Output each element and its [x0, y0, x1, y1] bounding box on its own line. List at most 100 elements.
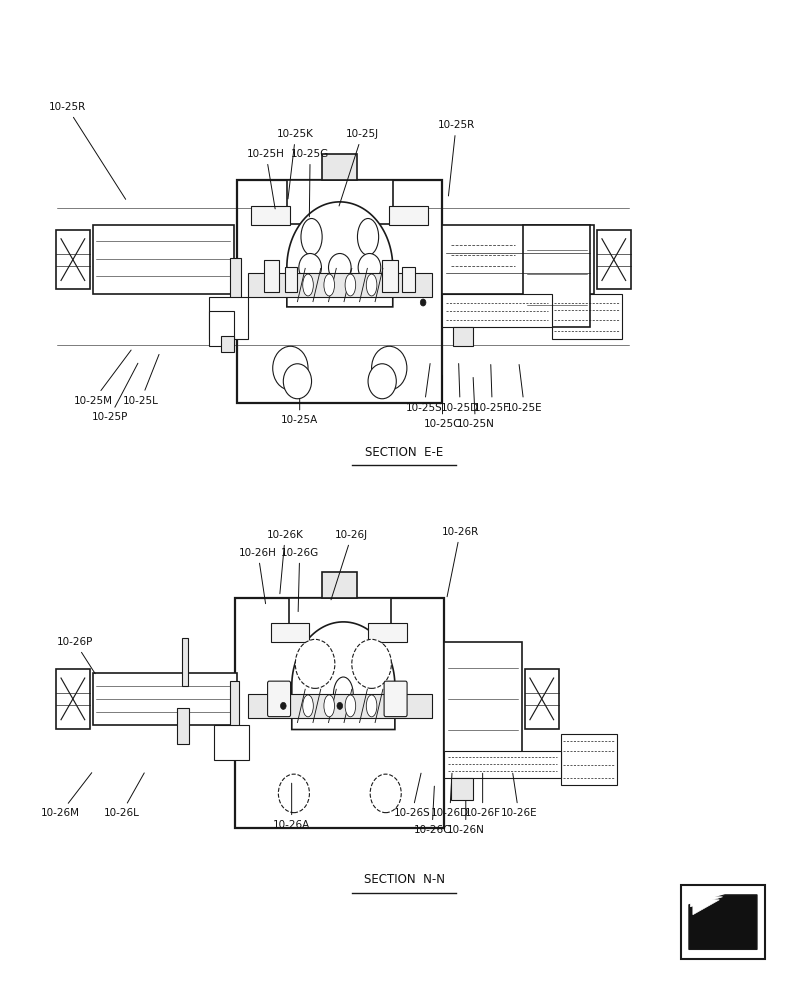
- Circle shape: [299, 253, 322, 282]
- Bar: [56, 230, 90, 289]
- Bar: [389, 206, 428, 225]
- Bar: [214, 725, 250, 760]
- Text: 10-26P: 10-26P: [57, 637, 95, 674]
- Bar: [248, 273, 431, 297]
- Circle shape: [351, 639, 391, 688]
- Text: 10-26M: 10-26M: [41, 773, 92, 818]
- Text: 10-25E: 10-25E: [506, 365, 543, 413]
- Bar: [287, 180, 393, 224]
- Ellipse shape: [366, 695, 377, 717]
- Text: 10-25R: 10-25R: [438, 120, 475, 196]
- Bar: [452, 327, 473, 346]
- Text: 10-26E: 10-26E: [500, 773, 537, 818]
- Text: 10-26G: 10-26G: [280, 548, 319, 612]
- Bar: [525, 669, 558, 729]
- Circle shape: [372, 346, 407, 390]
- Circle shape: [370, 774, 402, 813]
- Ellipse shape: [324, 695, 335, 717]
- Text: 10-26F: 10-26F: [465, 773, 501, 818]
- Text: 10-25S: 10-25S: [406, 364, 443, 413]
- Bar: [597, 230, 631, 289]
- Bar: [93, 673, 238, 725]
- Text: 10-26A: 10-26A: [273, 783, 310, 830]
- Polygon shape: [689, 895, 757, 949]
- Text: 10-26K: 10-26K: [267, 530, 304, 594]
- Bar: [230, 681, 239, 734]
- Ellipse shape: [357, 218, 379, 255]
- Ellipse shape: [366, 274, 377, 296]
- Text: 10-26C: 10-26C: [414, 786, 451, 835]
- Polygon shape: [693, 900, 719, 915]
- Circle shape: [273, 346, 308, 390]
- Text: 10-25P: 10-25P: [91, 363, 138, 422]
- Ellipse shape: [301, 218, 322, 255]
- Polygon shape: [292, 622, 395, 730]
- Ellipse shape: [345, 695, 356, 717]
- Bar: [221, 336, 234, 352]
- FancyBboxPatch shape: [384, 681, 407, 717]
- Bar: [230, 258, 241, 313]
- Text: 10-25A: 10-25A: [281, 375, 318, 425]
- Polygon shape: [287, 202, 393, 307]
- Bar: [442, 294, 552, 327]
- Bar: [444, 751, 561, 778]
- Ellipse shape: [334, 677, 353, 712]
- Bar: [56, 669, 90, 729]
- Bar: [524, 225, 591, 327]
- Text: 10-25D: 10-25D: [441, 364, 479, 413]
- Bar: [250, 206, 289, 225]
- Text: 10-25K: 10-25K: [277, 129, 314, 199]
- Text: 10-26D: 10-26D: [431, 773, 469, 818]
- Bar: [235, 598, 444, 828]
- Ellipse shape: [303, 695, 314, 717]
- Bar: [322, 572, 357, 598]
- Circle shape: [358, 253, 381, 282]
- Ellipse shape: [324, 274, 335, 296]
- Text: SECTION  E-E: SECTION E-E: [365, 446, 443, 459]
- Circle shape: [368, 364, 396, 399]
- Circle shape: [279, 774, 309, 813]
- Ellipse shape: [303, 274, 314, 296]
- Circle shape: [420, 299, 426, 306]
- Bar: [263, 260, 279, 292]
- Ellipse shape: [345, 274, 356, 296]
- Bar: [178, 708, 189, 744]
- Bar: [442, 225, 594, 294]
- Text: 10-26L: 10-26L: [103, 773, 145, 818]
- Bar: [382, 260, 398, 292]
- Bar: [238, 180, 442, 403]
- Bar: [561, 734, 617, 785]
- Text: 10-25H: 10-25H: [247, 149, 285, 209]
- Text: 10-25N: 10-25N: [457, 377, 494, 429]
- Bar: [402, 267, 415, 292]
- Text: 10-25G: 10-25G: [291, 149, 329, 217]
- Polygon shape: [691, 897, 722, 907]
- Text: 10-25M: 10-25M: [74, 350, 131, 406]
- Bar: [209, 311, 234, 346]
- Text: 10-25C: 10-25C: [423, 375, 461, 429]
- Text: 10-25J: 10-25J: [339, 129, 379, 206]
- Circle shape: [280, 702, 286, 709]
- Text: 10-26N: 10-26N: [447, 788, 485, 835]
- Bar: [284, 267, 297, 292]
- Bar: [681, 885, 765, 959]
- Text: 10-26R: 10-26R: [441, 527, 479, 597]
- Bar: [368, 623, 407, 642]
- Bar: [248, 694, 431, 718]
- FancyBboxPatch shape: [267, 681, 291, 717]
- Bar: [271, 623, 309, 642]
- Bar: [183, 638, 188, 686]
- Bar: [322, 154, 357, 180]
- Text: SECTION  N-N: SECTION N-N: [364, 873, 444, 886]
- Text: 10-26J: 10-26J: [331, 530, 368, 600]
- Text: 10-26H: 10-26H: [239, 548, 277, 604]
- Bar: [552, 294, 622, 339]
- Circle shape: [337, 702, 343, 709]
- Circle shape: [284, 364, 312, 399]
- Bar: [452, 778, 473, 800]
- Bar: [209, 297, 248, 339]
- Circle shape: [329, 253, 351, 282]
- Text: 10-26S: 10-26S: [393, 773, 431, 818]
- Text: 10-25R: 10-25R: [48, 102, 126, 199]
- Text: 10-25L: 10-25L: [123, 354, 159, 406]
